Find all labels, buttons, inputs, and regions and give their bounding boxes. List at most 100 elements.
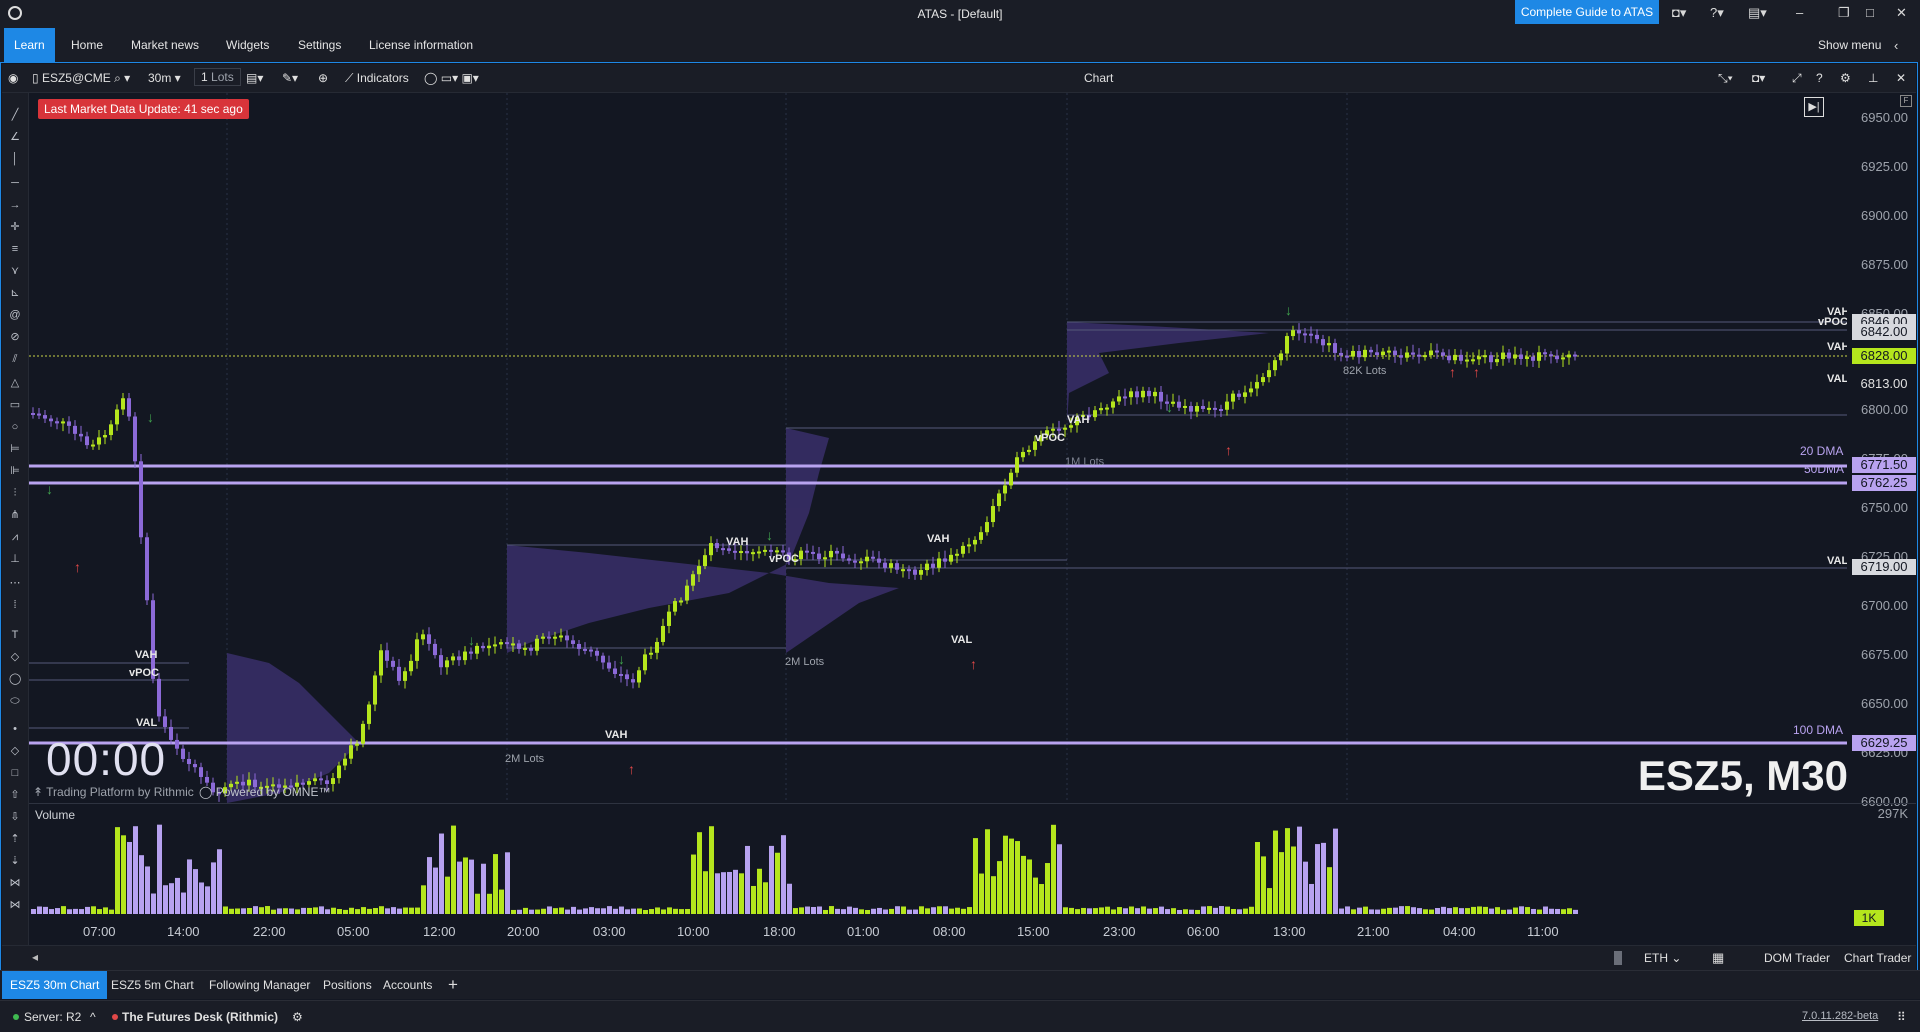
chart-trader-button[interactable]: Chart Trader bbox=[1844, 951, 1912, 965]
callout-icon[interactable]: ◯ bbox=[9, 673, 22, 685]
restore-icon[interactable]: ❐ bbox=[1838, 5, 1850, 20]
scroll-left-icon[interactable]: ◂ bbox=[32, 950, 39, 964]
lots-selector[interactable]: 1 Lots bbox=[194, 68, 241, 86]
pitchfork-icon[interactable]: ⋔ bbox=[10, 509, 20, 521]
camera-icon[interactable]: ◘▾ bbox=[1752, 71, 1766, 85]
fullscreen-icon[interactable]: ⤢ bbox=[1792, 71, 1802, 85]
tab-esz5-5m-chart[interactable]: ESZ5 5m Chart bbox=[111, 978, 194, 992]
line-tool-icon[interactable]: ╱ bbox=[11, 109, 19, 121]
atas-small-logo-icon[interactable]: ◉ bbox=[8, 71, 19, 85]
help-icon[interactable]: ?▾ bbox=[1710, 5, 1724, 20]
menu-license-information[interactable]: License information bbox=[369, 38, 474, 52]
zoom-icon[interactable]: ⊕ bbox=[318, 71, 329, 85]
scrollbar-handle[interactable] bbox=[1614, 951, 1622, 965]
timeframe-selector[interactable]: 30m ▾ bbox=[148, 71, 181, 85]
wave-icon[interactable]: ⩘ bbox=[11, 531, 19, 543]
menu-widgets[interactable]: Widgets bbox=[226, 38, 270, 52]
chart-type-icon[interactable]: ▤▾ bbox=[246, 71, 264, 85]
horizontal-line-icon[interactable]: ─ bbox=[11, 177, 19, 189]
range-icon[interactable]: ⋯ bbox=[9, 577, 21, 589]
candle bbox=[823, 557, 827, 560]
fork-icon[interactable]: ⋎ bbox=[10, 265, 20, 277]
version-link[interactable]: 7.0.11.282-beta bbox=[1802, 1010, 1879, 1022]
close-icon[interactable]: ✕ bbox=[1896, 5, 1907, 20]
tab-following-manager[interactable]: Following Manager bbox=[209, 978, 311, 992]
menu-home[interactable]: Home bbox=[71, 38, 104, 52]
profile-icon[interactable]: ⫶ bbox=[13, 487, 17, 499]
price-chart[interactable]: ↓ ↓ ↓ ↓ ↓ ↓ ↓ ↑ ↑ ↑ ↑ ↑ ↑ VAH vPOC VAL V… bbox=[29, 93, 1847, 803]
dot-icon[interactable]: • bbox=[13, 723, 17, 735]
candle bbox=[79, 433, 83, 437]
up-icon[interactable]: ⇧ bbox=[10, 789, 20, 801]
triangle-icon[interactable]: △ bbox=[10, 377, 20, 389]
price-axis[interactable]: F 6950.00 6925.00 6900.00 6875.00 6850.0… bbox=[1848, 93, 1916, 821]
spiral-icon[interactable]: @ bbox=[9, 309, 21, 321]
question-icon[interactable]: ? bbox=[1816, 71, 1823, 85]
arrow-line-icon[interactable]: → bbox=[9, 199, 21, 211]
volume-bar bbox=[421, 885, 426, 914]
atas-logo-icon[interactable] bbox=[8, 6, 22, 20]
crosshair-icon[interactable]: ✛ bbox=[10, 221, 20, 233]
tab-accounts[interactable]: Accounts bbox=[383, 978, 433, 992]
dom-trader-button[interactable]: DOM Trader bbox=[1764, 951, 1831, 965]
volume-bar bbox=[841, 909, 846, 914]
trend-angle-icon[interactable]: ⊾ bbox=[10, 287, 20, 299]
measure-icon[interactable]: ⊥ bbox=[10, 553, 20, 565]
split-icon[interactable]: ⋈ bbox=[9, 877, 21, 889]
menu-settings[interactable]: Settings bbox=[298, 38, 342, 52]
down-icon[interactable]: ⇩ bbox=[10, 811, 20, 823]
volume-bar bbox=[775, 852, 780, 914]
candle bbox=[1213, 407, 1217, 410]
square-icon[interactable]: □ bbox=[11, 767, 19, 779]
language-flag-icon[interactable]: ▤▾ bbox=[1748, 5, 1767, 20]
parallel-lines-icon[interactable]: ≡ bbox=[11, 243, 19, 255]
rectangle-icon[interactable]: ▭ bbox=[9, 399, 21, 411]
angle-tool-icon[interactable]: ∠ bbox=[10, 131, 20, 143]
text-icon[interactable]: T bbox=[11, 629, 19, 641]
ruler-icon[interactable]: ⊘ bbox=[10, 331, 20, 343]
channel-icon[interactable]: ⫽ bbox=[12, 353, 18, 365]
resize-grip-icon[interactable]: ⠿ bbox=[1897, 1010, 1906, 1024]
drawing-pencil-icon[interactable]: ✎▾ bbox=[282, 71, 299, 85]
add-tab-icon[interactable]: + bbox=[448, 975, 458, 994]
tab-esz5-30m-chart[interactable]: ESZ5 30m Chart bbox=[2, 971, 108, 999]
fib-left-icon[interactable]: ⊨ bbox=[10, 443, 20, 455]
ellipse-icon[interactable]: ○ bbox=[11, 421, 19, 433]
session-selector[interactable]: ETH ⌄ bbox=[1644, 951, 1682, 965]
instrument-selector[interactable]: ▯ ESZ5@CME ⌕ ▾ bbox=[32, 71, 131, 85]
show-menu-button[interactable]: Show menu bbox=[1818, 38, 1882, 52]
merge-icon[interactable]: ⋈ bbox=[9, 899, 21, 911]
chevron-left-icon[interactable]: ‹ bbox=[1894, 38, 1899, 53]
link-icon[interactable]: ⤡▾ bbox=[1718, 71, 1733, 85]
time-label: 23:00 bbox=[1103, 924, 1136, 939]
collapse-icon[interactable]: ^ bbox=[90, 1010, 96, 1024]
sort-down-icon[interactable]: ⇣ bbox=[10, 855, 20, 867]
volume-bar bbox=[607, 906, 612, 914]
pin-icon[interactable]: ⊥ bbox=[1868, 71, 1879, 85]
volume-bar bbox=[295, 909, 300, 914]
diamond-icon[interactable]: ◇ bbox=[10, 745, 20, 757]
tab-positions[interactable]: Positions bbox=[323, 978, 372, 992]
templates-icon[interactable]: ◯ ▭▾ ▣▾ bbox=[424, 71, 479, 85]
time-axis[interactable]: 07:00 14:00 22:00 05:00 12:00 20:00 03:0… bbox=[29, 919, 1847, 943]
dotted-box-icon[interactable]: ⁞ bbox=[13, 599, 17, 611]
status-settings-icon[interactable]: ⚙ bbox=[292, 1010, 303, 1024]
menu-learn[interactable]: Learn bbox=[4, 28, 55, 62]
go-to-end-button[interactable]: ▶| bbox=[1804, 97, 1824, 117]
sort-up-icon[interactable]: ⇡ bbox=[10, 833, 20, 845]
complete-guide-button[interactable]: Complete Guide to ATAS bbox=[1515, 0, 1659, 24]
minimize-icon[interactable]: – bbox=[1796, 5, 1804, 20]
chart-toolbar: ◉ ▯ ESZ5@CME ⌕ ▾ 30m ▾ 1 Lots ▤▾ ✎▾ ⊕ ⟋ … bbox=[2, 64, 1916, 93]
menu-market-news[interactable]: Market news bbox=[131, 38, 200, 52]
axis-f-icon[interactable]: F bbox=[1900, 95, 1912, 107]
chart-close-icon[interactable]: ✕ bbox=[1896, 71, 1907, 85]
settings-gear-icon[interactable]: ⚙ bbox=[1840, 71, 1851, 85]
note-icon[interactable]: ⬭ bbox=[10, 695, 20, 707]
fib-right-icon[interactable]: ⊫ bbox=[10, 465, 20, 477]
calendar-icon[interactable]: ▦ bbox=[1712, 950, 1725, 965]
maximize-icon[interactable]: □ bbox=[1866, 5, 1874, 20]
indicators-button[interactable]: ⟋ Indicators bbox=[345, 71, 409, 85]
vertical-line-icon[interactable]: │ bbox=[11, 153, 19, 165]
screenshot-icon[interactable]: ◘▾ bbox=[1672, 5, 1687, 20]
tag-icon[interactable]: ◇ bbox=[10, 651, 20, 663]
